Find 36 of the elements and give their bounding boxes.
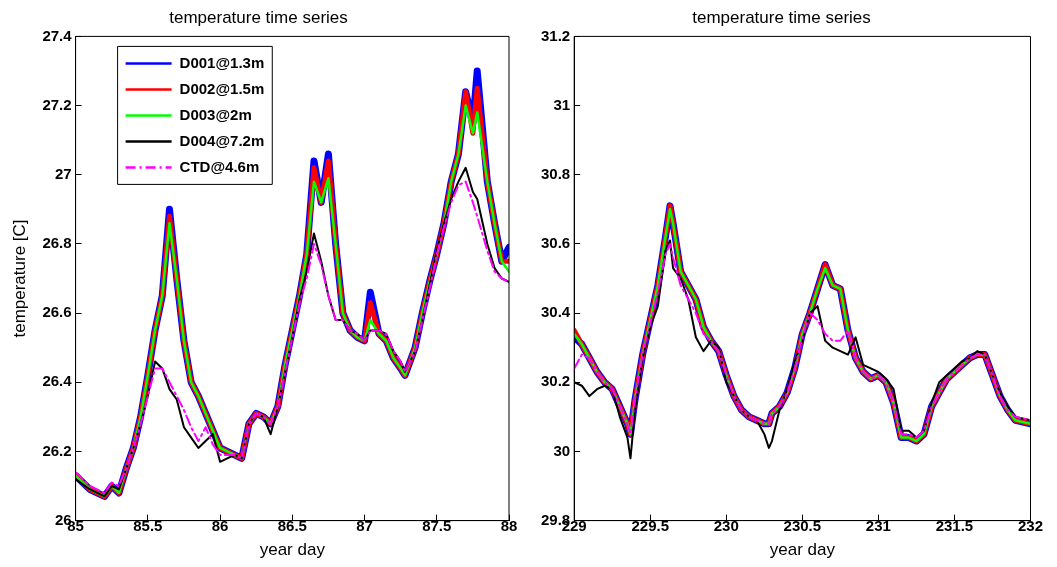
y-tick-label: 30 [553,441,571,459]
x-tick-label: 88 [500,516,518,534]
chart-title: temperature time series [169,7,348,27]
y-tick-label: 26.4 [42,372,73,390]
legend-label: D004@7.2m [179,131,265,149]
x-tick-label: 231 [865,516,891,534]
y-tick-label: 26.6 [42,303,72,321]
y-tick-label: 31 [553,95,571,113]
y-tick-label: 30.6 [540,234,571,252]
x-tick-label: 229.5 [631,516,670,534]
y-tick-label: 30.4 [540,303,571,321]
y-tick-label: 27.2 [42,95,72,113]
x-tick-label: 85.5 [133,516,163,534]
x-tick-label: 230 [713,516,739,534]
legend-label: D002@1.5m [179,79,265,97]
x-tick-label: 86 [211,516,229,534]
x-tick-label: 231.5 [935,516,974,534]
x-axis-title: year day [259,540,326,560]
legend-label: CTD@4.6m [179,157,260,175]
legend-label: D003@2m [179,105,252,123]
y-tick-label: 26.8 [42,234,72,252]
y-tick-label: 26.2 [42,441,72,459]
y-tick-label: 31.2 [540,26,571,44]
x-tick-label: 230.5 [783,516,822,534]
y-tick-label: 27 [54,164,72,182]
x-tick-label: 87.5 [422,516,452,534]
x-tick-label: 86.5 [277,516,307,534]
y-axis-title: temperature [C] [9,219,29,338]
y-tick-label: 30.8 [540,164,571,182]
y-tick-label: 30.2 [540,372,571,390]
chart-title: temperature time series [692,7,871,27]
x-tick-label: 87 [356,516,373,534]
x-tick-label: 232 [1017,516,1043,534]
x-axis-title: year day [769,540,836,560]
y-tick-label: 27.4 [42,26,73,44]
legend-label: D001@1.3m [179,53,265,71]
